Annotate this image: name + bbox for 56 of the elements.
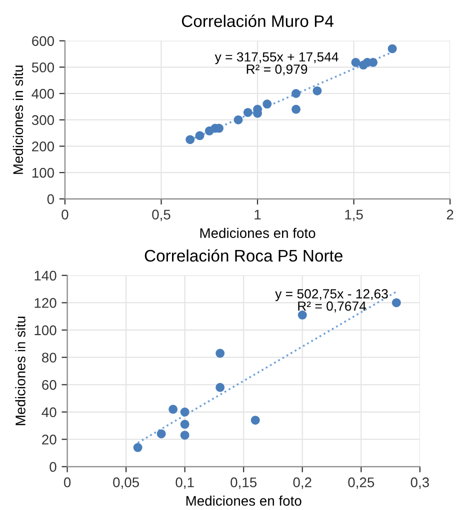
y-tick-label: 40 <box>42 407 56 418</box>
point <box>133 443 142 452</box>
annotation: y = 502,75x - 12,63 R² = 0,7674 <box>275 289 388 312</box>
point <box>216 382 225 392</box>
y-tick-label: 500 <box>32 62 54 72</box>
x-tick-label: 0 <box>64 477 71 488</box>
point <box>312 86 322 96</box>
y-tick-label: 20 <box>42 434 56 444</box>
point <box>250 416 260 425</box>
chart-title: Correlación Roca P5 Norte <box>144 249 342 262</box>
y-tick-label: 80 <box>42 352 56 363</box>
x-tick-label: 0,5 <box>152 210 170 222</box>
x-tick-label: 1 <box>254 210 261 220</box>
point <box>180 420 190 429</box>
y-tick-label: 140 <box>34 270 56 281</box>
point <box>392 298 401 308</box>
point <box>216 348 225 358</box>
point <box>292 104 301 114</box>
x-tick-label: 0,05 <box>113 477 139 489</box>
y-tick-label: 300 <box>32 115 54 126</box>
y-tick-label: 600 <box>32 36 54 46</box>
x-axis-title: Mediciones en foto <box>200 228 316 238</box>
x-tick-label: 0,1 <box>176 477 194 489</box>
point <box>195 131 204 140</box>
point <box>351 58 360 67</box>
point <box>262 100 272 109</box>
x-tick-label: 0,2 <box>293 477 312 489</box>
point <box>180 408 190 417</box>
point <box>292 89 301 98</box>
y-axis-title: Mediciones in situ <box>12 66 24 174</box>
y-tick-label: 120 <box>34 298 56 308</box>
point <box>298 310 307 320</box>
x-tick-label: 0,15 <box>230 477 257 489</box>
y-tick-label: 0 <box>47 194 54 204</box>
point <box>388 44 397 54</box>
point <box>156 429 166 438</box>
point <box>180 430 190 440</box>
x-tick-label: 0 <box>62 210 68 220</box>
y-axis-title: Mediciones in situ <box>15 316 26 426</box>
x-tick-label: 0,3 <box>410 477 429 489</box>
x-tick-label: 2 <box>446 210 454 220</box>
chart-title: Correlación Muro P4 <box>182 14 334 28</box>
point <box>168 404 178 414</box>
y-tick-label: 200 <box>32 142 54 152</box>
y-tick-label: 100 <box>32 168 54 178</box>
point <box>186 135 195 144</box>
x-tick-label: 1,5 <box>345 210 363 222</box>
x-axis-title: Mediciones en foto <box>186 496 302 506</box>
point <box>234 115 243 124</box>
y-tick-label: 100 <box>34 325 56 336</box>
annotation: y = 317,55x + 17,544 R² = 0,979 <box>214 52 338 76</box>
point <box>243 108 252 117</box>
y-tick-label: 0 <box>50 462 56 472</box>
y-tick-label: 400 <box>32 88 54 99</box>
x-tick-label: 0,25 <box>348 477 374 489</box>
y-tick-label: 60 <box>42 380 56 390</box>
